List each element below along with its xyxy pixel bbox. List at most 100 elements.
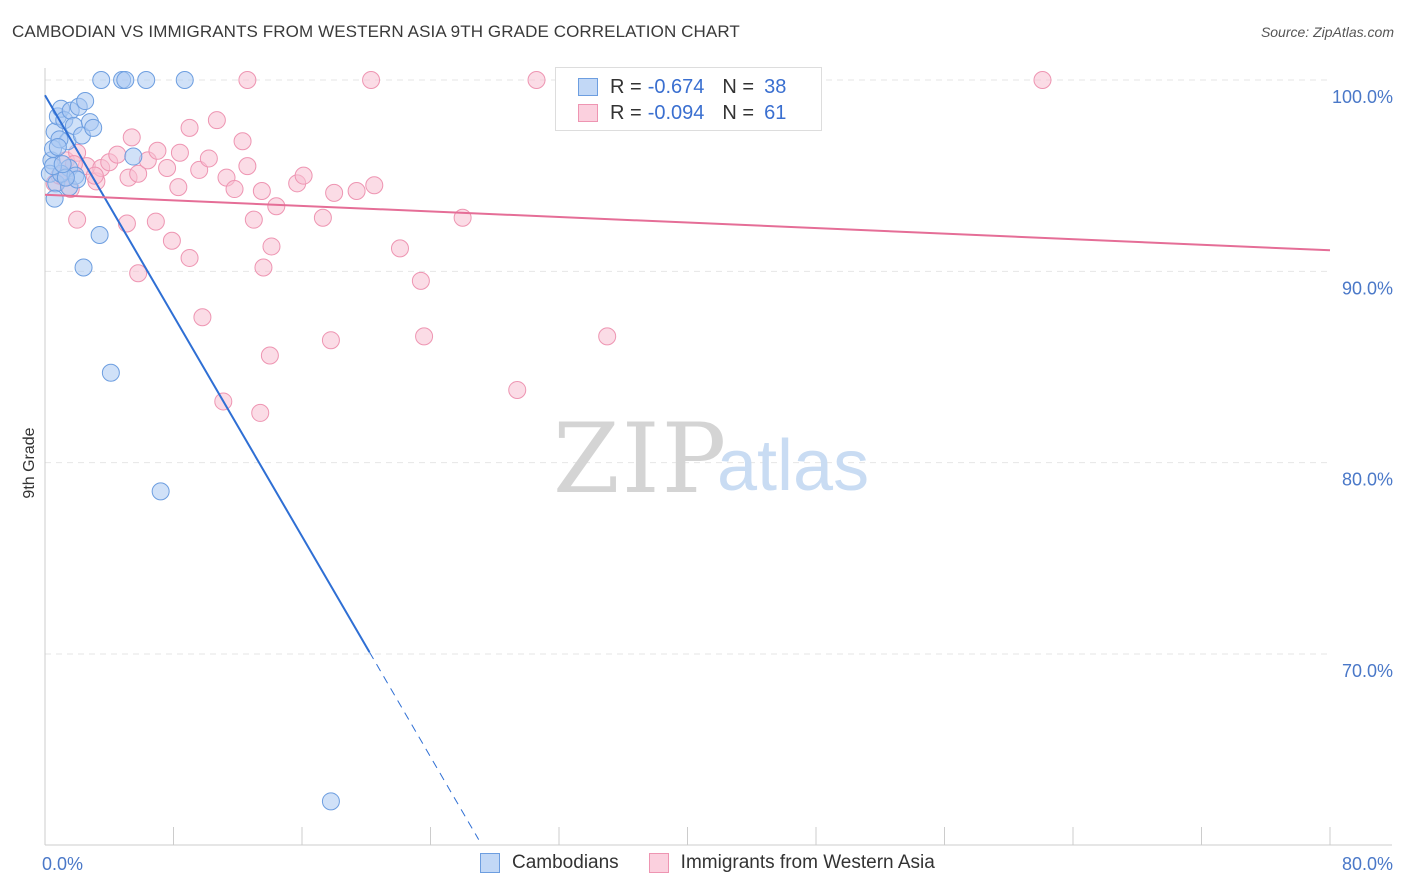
data-point-immigrants [190,160,209,179]
stats-legend: R = -0.674 N = 38 R = -0.094 N = 61 [555,67,822,131]
data-point-immigrants [321,331,340,350]
data-point-immigrants [527,71,546,89]
y-tick-label: 100.0% [1332,87,1393,107]
tick-labels: 100.0% 90.0% 80.0% 70.0% 0.0% 80.0% [42,87,1393,874]
legend-n-label: N = [722,75,755,98]
axes [44,68,1392,846]
data-point-immigrants [598,327,617,346]
data-point-immigrants [267,197,286,216]
trend-line-cambodians-extension [369,651,480,840]
data-point-immigrants [365,176,384,195]
data-point-immigrants [390,239,409,258]
data-point-cambodians [90,225,109,244]
data-point-immigrants [180,248,199,267]
data-point-immigrants [238,71,257,89]
data-point-immigrants [129,264,148,283]
data-point-cambodians [137,71,156,89]
data-point-immigrants [193,308,212,327]
grid-lines [45,79,1330,655]
legend-n-value: 61 [764,101,787,124]
data-point-immigrants [238,157,257,176]
data-point-immigrants [146,212,165,231]
data-point-immigrants [411,271,430,290]
data-point-cambodians [74,258,93,277]
legend-label-immigrants: Immigrants from Western Asia [680,852,935,873]
legend-n-label: N = [722,101,755,124]
watermark: ZIP atlas [553,403,869,515]
data-point-immigrants [254,258,273,277]
trend-line-cambodians [44,94,371,653]
data-point-immigrants [252,181,271,200]
y-axis-label: 9th Grade [21,427,38,498]
data-point-immigrants [122,128,141,147]
data-point-immigrants [199,149,218,168]
series-legend: Cambodians Immigrants from Western Asia [480,852,965,874]
data-point-immigrants [294,166,313,185]
data-point-cambodians [48,137,67,156]
data-point-immigrants [180,118,199,137]
data-point-cambodians [84,118,103,137]
data-point-immigrants [162,231,181,250]
series-immigrants-points [45,71,1052,422]
data-point-immigrants [251,403,270,422]
legend-swatch-blue [578,78,598,96]
data-point-cambodians [53,155,72,174]
legend-r-label: R = [610,75,642,98]
legend-swatch-pink [578,104,598,122]
data-point-immigrants [415,327,434,346]
y-tick-label: 80.0% [1342,470,1393,490]
legend-r-label: R = [610,101,642,124]
legend-r-value: -0.674 [647,75,705,98]
data-point-immigrants [313,208,332,227]
y-tick-label: 90.0% [1342,278,1393,298]
data-point-immigrants [108,145,127,164]
data-point-cambodians [92,71,111,89]
data-point-immigrants [262,237,281,256]
data-point-immigrants [508,380,527,399]
data-point-immigrants [1033,71,1052,89]
source-label: Source: ZipAtlas.com [1260,24,1394,40]
x-tick-label: 80.0% [1342,854,1393,874]
legend-label-cambodians: Cambodians [512,852,619,873]
legend-n-value: 38 [764,75,787,98]
data-point-immigrants [233,132,252,151]
data-point-cambodians [124,147,143,166]
legend-item-immigrants[interactable]: Immigrants from Western Asia [648,852,935,874]
data-point-cambodians [101,363,120,382]
data-point-immigrants [325,183,344,202]
trend-lines [44,94,1331,840]
legend-row-cambodians: R = -0.674 N = 38 [578,75,786,99]
data-point-cambodians [321,792,340,811]
data-point-cambodians [151,482,170,501]
data-point-immigrants [117,214,136,233]
chart-title: CAMBODIAN VS IMMIGRANTS FROM WESTERN ASI… [12,22,740,41]
data-point-immigrants [244,210,263,229]
trend-line-immigrants [44,193,1331,252]
legend-r-value: -0.094 [647,101,705,124]
series-cambodians-points [40,71,340,811]
y-tick-label: 70.0% [1342,661,1393,681]
data-point-immigrants [68,210,87,229]
data-point-immigrants [129,164,148,183]
data-point-immigrants [85,166,104,185]
legend-swatch-pink [648,853,669,873]
data-point-cambodians [116,71,135,89]
data-point-immigrants [260,346,279,365]
data-point-immigrants [225,180,244,199]
x-tick-label: 0.0% [42,854,83,874]
legend-item-cambodians[interactable]: Cambodians [480,852,619,874]
data-point-immigrants [158,159,177,178]
data-point-immigrants [169,178,188,197]
watermark-zip: ZIP [553,403,728,515]
legend-row-immigrants: R = -0.094 N = 61 [578,101,786,125]
data-point-cambodians [45,189,64,208]
watermark-atlas: atlas [717,426,869,506]
data-point-immigrants [170,143,189,162]
data-point-cambodians [76,92,95,111]
data-point-immigrants [362,71,381,89]
data-point-immigrants [207,111,226,130]
legend-swatch-blue [480,853,500,873]
data-point-cambodians [175,71,194,89]
data-point-immigrants [347,181,366,200]
